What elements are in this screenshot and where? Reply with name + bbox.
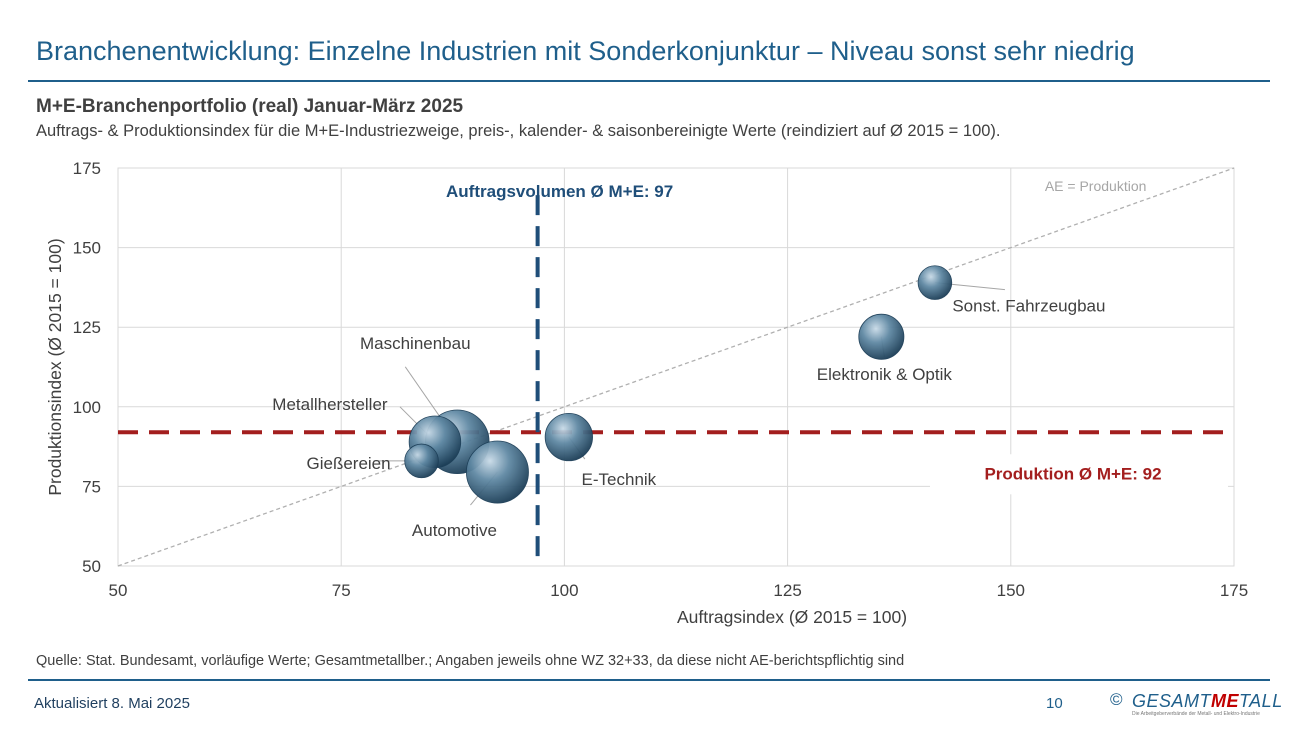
title-divider [28,80,1270,82]
production-average-label: Produktion Ø M+E: 92 [984,464,1161,483]
point-label: Automotive [412,521,497,540]
point-label: Metallhersteller [272,395,388,414]
point-label: Sonst. Fahrzeugbau [952,297,1105,316]
production-label-bg [930,454,1228,495]
logo-text-me: ME [1211,691,1240,711]
y-tick-label: 175 [73,159,101,178]
updated-date: Aktualisiert 8. Mai 2025 [34,695,190,712]
slide-title: Branchenentwicklung: Einzelne Industrien… [36,36,1135,66]
y-axis-title: Produktionsindex (Ø 2015 = 100) [45,238,65,495]
bubble-point [404,443,439,479]
diagonal-label: AE = Produktion [1045,178,1147,194]
diagonal-line [117,167,1235,567]
x-tick-label: 75 [332,581,351,600]
bubble-point [917,265,953,300]
point-label: Maschinenbau [360,334,471,353]
y-tick-label: 125 [73,318,101,337]
y-tick-label: 75 [82,477,101,496]
logo-text-pre: GESAMT [1132,691,1212,711]
point-labels: Maschinenbau Metallhersteller Gießereien Au… [272,297,1105,540]
x-tick-label: 175 [1220,581,1248,600]
bubble-point [858,313,905,360]
x-tick-label: 125 [773,581,801,600]
y-tick-label: 50 [82,557,101,576]
grid-lines [117,167,1235,567]
page-number: 10 [1046,695,1063,712]
logo-wordmark: GESAMTMETALL [1132,691,1283,712]
reference-lines: AE = Produktion Produktion Ø M+E: 92 Auftr… [117,167,1235,567]
footer-divider [28,679,1270,681]
x-tick-label: 150 [997,581,1025,600]
point-label: E-Technik [582,470,657,489]
point-label: Elektronik & Optik [817,365,953,384]
gesamtmetall-logo: © GESAMTMETALL Die Arbeitgeberverbände d… [1110,689,1283,723]
chart-subtitle: Auftrags- & Produktionsindex für die M+E… [36,122,1001,140]
bubbles [404,265,953,504]
bubble-point [544,412,593,462]
x-tick-label: 50 [109,581,128,600]
logo-tagline: Die Arbeitgeberverbände der Metall- und … [1132,711,1260,717]
axes: 50 75 100 125 150 175 50 75 100 125 150 175 Auftrags… [45,159,1248,627]
point-label: Gießereien [306,454,390,473]
x-tick-label: 100 [550,581,578,600]
x-axis-title: Auftragsindex (Ø 2015 = 100) [677,607,907,627]
y-tick-label: 150 [73,239,101,258]
source-note: Quelle: Stat. Bundesamt, vorläufige Wert… [36,653,905,669]
y-tick-label: 100 [73,398,101,417]
logo-text-post: TALL [1239,691,1283,711]
bubble-point [465,440,529,504]
copyright-symbol: © [1110,690,1123,709]
chart-title: M+E-Branchenportfolio (real) Januar-März… [36,96,464,117]
order-average-label: Auftragsvolumen Ø M+E: 97 [446,182,673,201]
